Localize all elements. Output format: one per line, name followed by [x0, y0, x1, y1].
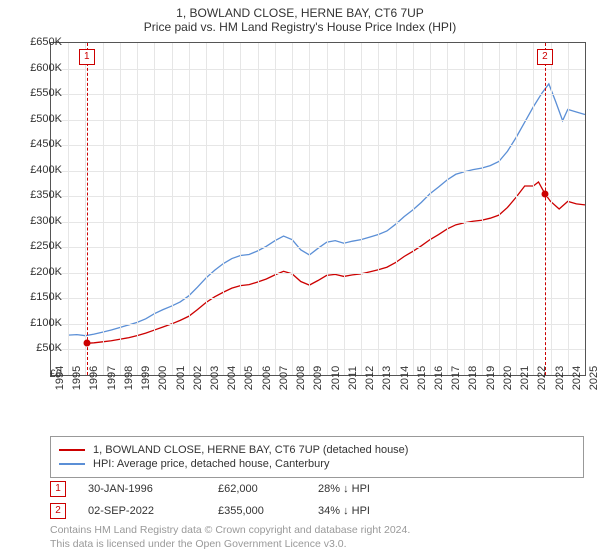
y-axis-label: £300K	[18, 215, 62, 227]
legend-label: 1, BOWLAND CLOSE, HERNE BAY, CT6 7UP (de…	[93, 444, 408, 456]
x-axis-label: 2006	[261, 366, 273, 390]
x-axis-label: 2019	[485, 366, 497, 390]
x-axis-label: 2003	[209, 366, 221, 390]
chart-container: 1, BOWLAND CLOSE, HERNE BAY, CT6 7UP Pri…	[0, 0, 600, 560]
legend-label: HPI: Average price, detached house, Cant…	[93, 458, 329, 470]
x-axis-label: 2018	[467, 366, 479, 390]
x-axis-label: 1998	[123, 366, 135, 390]
y-axis-label: £100K	[18, 317, 62, 329]
datapoint-row: 2 02-SEP-2022 £355,000 34% ↓ HPI	[50, 500, 584, 522]
legend-item: 1, BOWLAND CLOSE, HERNE BAY, CT6 7UP (de…	[59, 443, 575, 457]
chart-footer: Contains HM Land Registry data © Crown c…	[50, 524, 584, 551]
chart-marker-dot	[541, 190, 548, 197]
x-axis-label: 2014	[399, 366, 411, 390]
chart-marker-dot	[83, 340, 90, 347]
y-axis-label: £600K	[18, 62, 62, 74]
y-axis-label: £50K	[18, 342, 62, 354]
datapoint-badge: 2	[50, 503, 66, 519]
datapoint-badge: 1	[50, 481, 66, 497]
chart-subtitle: Price paid vs. HM Land Registry's House …	[0, 20, 600, 38]
legend-item: HPI: Average price, detached house, Cant…	[59, 457, 575, 471]
y-axis-label: £400K	[18, 164, 62, 176]
x-axis-label: 1999	[140, 366, 152, 390]
y-axis-label: £250K	[18, 240, 62, 252]
x-axis-label: 1994	[54, 366, 66, 390]
chart-marker-badge: 2	[537, 49, 553, 65]
x-axis-label: 2010	[330, 366, 342, 390]
plot-area: 12	[50, 42, 586, 376]
datapoint-pct: 28% ↓ HPI	[318, 483, 418, 495]
datapoint-price: £355,000	[218, 505, 318, 517]
x-axis-label: 2009	[312, 366, 324, 390]
y-axis-label: £500K	[18, 113, 62, 125]
x-axis-label: 1996	[88, 366, 100, 390]
footer-line: This data is licensed under the Open Gov…	[50, 538, 584, 552]
x-axis-label: 2008	[295, 366, 307, 390]
footer-line: Contains HM Land Registry data © Crown c…	[50, 524, 584, 538]
x-axis-label: 2015	[416, 366, 428, 390]
x-axis-label: 2020	[502, 366, 514, 390]
x-axis-label: 2007	[278, 366, 290, 390]
x-axis-label: 2017	[450, 366, 462, 390]
legend-swatch	[59, 463, 85, 465]
x-axis-label: 2000	[157, 366, 169, 390]
datapoint-date: 02-SEP-2022	[88, 505, 218, 517]
x-axis-label: 1995	[71, 366, 83, 390]
x-axis-label: 2023	[554, 366, 566, 390]
x-axis-label: 2012	[364, 366, 376, 390]
y-axis-label: £450K	[18, 138, 62, 150]
datapoint-pct: 34% ↓ HPI	[318, 505, 418, 517]
x-axis-label: 2013	[381, 366, 393, 390]
x-axis-label: 2001	[175, 366, 187, 390]
x-axis-label: 2004	[226, 366, 238, 390]
chart-lines	[51, 43, 585, 375]
y-axis-label: £150K	[18, 291, 62, 303]
y-axis-label: £550K	[18, 87, 62, 99]
y-axis-label: £350K	[18, 189, 62, 201]
x-axis-label: 2016	[433, 366, 445, 390]
x-axis-label: 2025	[588, 366, 600, 390]
y-axis-label: £200K	[18, 266, 62, 278]
x-axis-label: 2002	[192, 366, 204, 390]
x-axis-label: 1997	[106, 366, 118, 390]
datapoint-table: 1 30-JAN-1996 £62,000 28% ↓ HPI 2 02-SEP…	[50, 478, 584, 522]
legend-swatch	[59, 449, 85, 451]
x-axis-label: 2021	[519, 366, 531, 390]
x-axis-label: 2022	[536, 366, 548, 390]
x-axis-label: 2011	[347, 366, 359, 390]
y-axis-label: £650K	[18, 36, 62, 48]
x-axis-label: 2024	[571, 366, 583, 390]
datapoint-row: 1 30-JAN-1996 £62,000 28% ↓ HPI	[50, 478, 584, 500]
chart-title: 1, BOWLAND CLOSE, HERNE BAY, CT6 7UP	[0, 0, 600, 20]
x-axis-label: 2005	[243, 366, 255, 390]
chart-marker-badge: 1	[79, 49, 95, 65]
datapoint-date: 30-JAN-1996	[88, 483, 218, 495]
chart-legend: 1, BOWLAND CLOSE, HERNE BAY, CT6 7UP (de…	[50, 436, 584, 478]
datapoint-price: £62,000	[218, 483, 318, 495]
